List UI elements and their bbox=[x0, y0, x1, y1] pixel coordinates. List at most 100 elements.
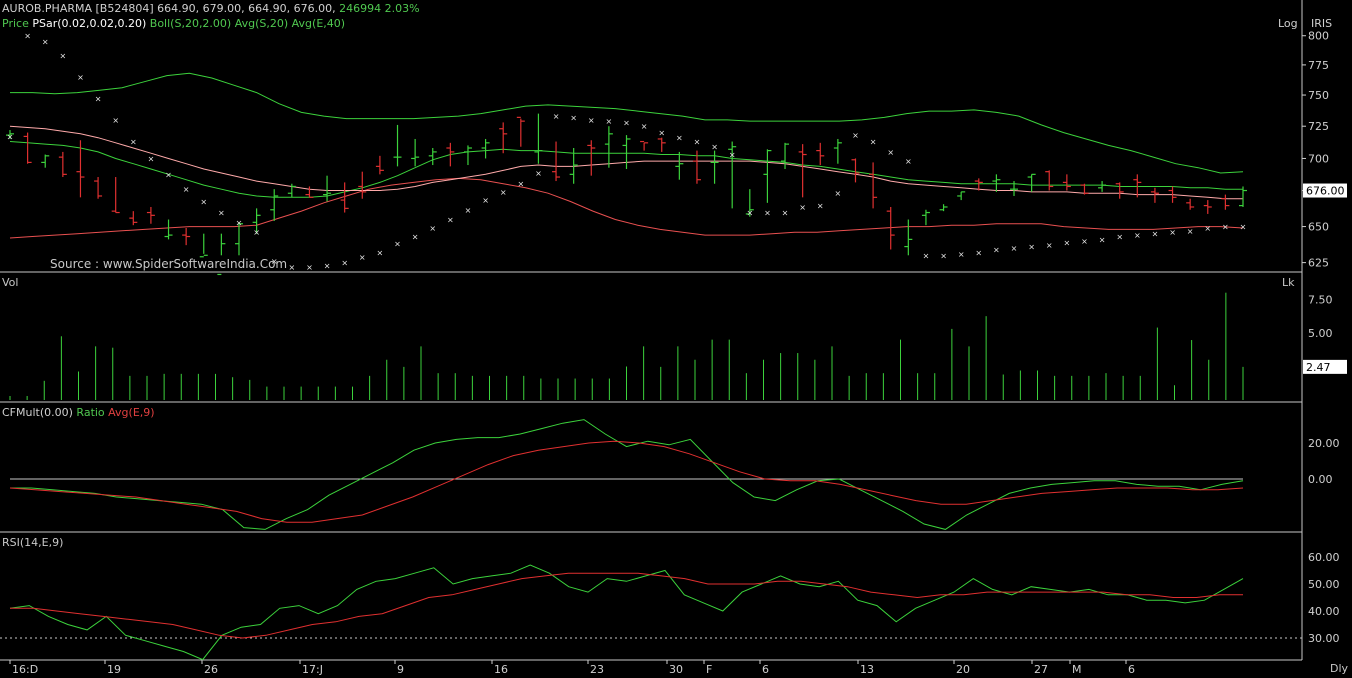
x-axis-label: M bbox=[1072, 663, 1082, 676]
symbol-label: AUROB.PHARMA [B524804] bbox=[2, 2, 154, 15]
current-price-label: 676.00 bbox=[1306, 185, 1345, 198]
current-price-box bbox=[1303, 183, 1347, 198]
psar-dot: × bbox=[1187, 227, 1194, 236]
psar-dot: × bbox=[711, 143, 718, 152]
legend-boll: Boll(S,20,2.00) bbox=[149, 17, 232, 30]
x-axis-label: 23 bbox=[590, 663, 604, 676]
rsi-tick-label: 30.00 bbox=[1308, 632, 1340, 645]
psar-dot: × bbox=[200, 197, 207, 206]
x-axis-label: 30 bbox=[669, 663, 683, 676]
psar-dot: × bbox=[588, 116, 595, 125]
x-axis-label: 26 bbox=[204, 663, 218, 676]
psar-dot: × bbox=[799, 203, 806, 212]
psar-dot: × bbox=[870, 138, 877, 147]
cf-avg-line bbox=[9, 440, 1244, 523]
psar-dot: × bbox=[218, 209, 225, 218]
price-tick-label: 800 bbox=[1308, 30, 1329, 43]
x-axis-label: 13 bbox=[860, 663, 874, 676]
psar-dot: × bbox=[183, 185, 190, 194]
psar-dot: × bbox=[817, 202, 824, 211]
psar-dot: × bbox=[553, 112, 560, 121]
rsi-avg-line bbox=[10, 572, 1243, 639]
psar-dot: × bbox=[341, 259, 348, 268]
cf-avg-label: Avg(E,9) bbox=[108, 406, 155, 419]
x-axis-label: 20 bbox=[956, 663, 970, 676]
legend-sma: Avg(S,20) bbox=[234, 17, 289, 30]
psar-dot: × bbox=[1116, 233, 1123, 242]
rsi-tick-label: 50.00 bbox=[1308, 578, 1340, 591]
bollinger-upper-band bbox=[10, 72, 1244, 174]
psar-dot: × bbox=[165, 170, 172, 179]
change-value: 2.03% bbox=[384, 2, 420, 15]
brand-label: IRIS bbox=[1311, 17, 1333, 30]
cf-panel-title: CFMult(0.00) Ratio Avg(E,9) bbox=[2, 406, 155, 419]
psar-dot: × bbox=[412, 233, 419, 242]
psar-dot: × bbox=[394, 240, 401, 249]
psar-dot: × bbox=[1064, 238, 1071, 247]
psar-dot: × bbox=[535, 169, 542, 178]
indicator-legend: Price PSar(0.02,0.02,0.20) Boll(S,20,2.0… bbox=[2, 17, 345, 30]
psar-dot: × bbox=[993, 245, 1000, 254]
psar-dot: × bbox=[1028, 243, 1035, 252]
psar-dot: × bbox=[975, 248, 982, 257]
price-tick-label: 750 bbox=[1308, 89, 1329, 102]
psar-dot: × bbox=[905, 157, 912, 166]
psar-dot: × bbox=[95, 95, 102, 104]
x-axis-label: 17:J bbox=[302, 663, 323, 676]
legend-ema: Avg(E,40) bbox=[291, 17, 346, 30]
psar-dot: × bbox=[641, 122, 648, 131]
psar-dot: × bbox=[835, 189, 842, 198]
psar-dot: × bbox=[7, 132, 14, 141]
price-tick-label: 700 bbox=[1308, 152, 1329, 165]
cf-mult-label: CFMult(0.00) bbox=[2, 406, 73, 419]
psar-dot: × bbox=[782, 209, 789, 218]
psar-dot: × bbox=[429, 224, 436, 233]
psar-dot: × bbox=[658, 129, 665, 138]
price-tick-label: 650 bbox=[1308, 221, 1329, 234]
psar-dot: × bbox=[1099, 235, 1106, 244]
psar-dot: × bbox=[923, 251, 930, 260]
psar-dot: × bbox=[764, 209, 771, 218]
psar-dot: × bbox=[77, 73, 84, 82]
psar-dot: × bbox=[306, 263, 313, 272]
psar-dot: × bbox=[1204, 224, 1211, 233]
cf-ratio-label: Ratio bbox=[76, 406, 105, 419]
psar-dot: × bbox=[253, 228, 260, 237]
psar-dot: × bbox=[236, 218, 243, 227]
psar-dot: × bbox=[482, 196, 489, 205]
rsi-line bbox=[9, 564, 1244, 661]
volume-value: 246994 bbox=[339, 2, 382, 15]
psar-dot: × bbox=[694, 138, 701, 147]
scale-mode-log[interactable]: Log bbox=[1278, 17, 1298, 30]
volume-tick-label: 7.50 bbox=[1308, 293, 1333, 306]
volume-unit: Lk bbox=[1282, 276, 1295, 289]
x-axis-label: 19 bbox=[107, 663, 121, 676]
price-tick-label: 725 bbox=[1308, 120, 1329, 133]
price-tick-label: 775 bbox=[1308, 59, 1329, 72]
psar-dot: × bbox=[570, 113, 577, 122]
psar-dot: × bbox=[729, 151, 736, 160]
cf-tick-label: 20.00 bbox=[1308, 437, 1340, 450]
psar-dot: × bbox=[852, 131, 859, 140]
quote-values: 664.90, 679.00, 664.90, 676.00, bbox=[157, 2, 336, 15]
psar-dot: × bbox=[42, 37, 49, 46]
psar-dot: × bbox=[148, 154, 155, 163]
psar-dot: × bbox=[958, 250, 965, 259]
x-axis-label: 6 bbox=[1128, 663, 1135, 676]
psar-dot: × bbox=[359, 253, 366, 262]
psar-dot: × bbox=[1240, 223, 1247, 232]
psar-dot: × bbox=[1169, 228, 1176, 237]
psar-dot: × bbox=[500, 188, 507, 197]
source-watermark: Source : www.SpiderSoftwareIndia.Com bbox=[50, 257, 288, 271]
x-axis-label: 6 bbox=[762, 663, 769, 676]
psar-dot: × bbox=[940, 251, 947, 260]
x-axis-label: 16:D bbox=[12, 663, 38, 676]
x-axis-label: 27 bbox=[1034, 663, 1048, 676]
cf-tick-label: 0.00 bbox=[1308, 473, 1333, 486]
psar-dot: × bbox=[377, 248, 384, 257]
price-tick-label: 625 bbox=[1308, 257, 1329, 270]
psar-dot: × bbox=[112, 116, 119, 125]
psar-dot: × bbox=[676, 134, 683, 143]
psar-dot: × bbox=[623, 118, 630, 127]
